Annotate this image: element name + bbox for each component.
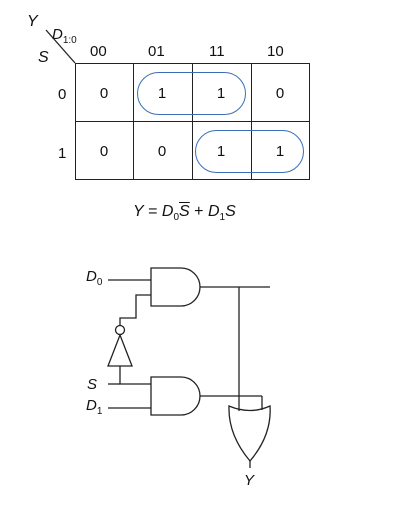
inverter [108, 335, 132, 366]
kmap-col-header: 01 [148, 44, 165, 59]
boolean-equation: Y = D0S + D1S [133, 204, 236, 223]
inverter-bubble [116, 326, 125, 335]
kmap-group-circle [195, 130, 304, 173]
and-gate-bottom [151, 377, 200, 415]
kmap-cell: 0 [133, 122, 191, 180]
kmap-cell: 0 [75, 64, 133, 122]
input-s-label: S [87, 377, 97, 392]
kmap-col-header: 10 [267, 44, 284, 59]
mux-circuit [0, 240, 401, 506]
or-gate [229, 406, 270, 461]
kmap-cell: 0 [75, 122, 133, 180]
kmap-row-header: 1 [58, 146, 66, 161]
output-y-label: Y [244, 473, 254, 488]
kmap-cell: 0 [251, 64, 309, 122]
kmap-group-circle [137, 72, 246, 115]
kmap-row-header: 0 [58, 87, 66, 102]
and-gate-top [151, 268, 200, 306]
kmap-col-header: 00 [90, 44, 107, 59]
kmap-col-header: 11 [209, 44, 225, 59]
input-d0-label: D0 [86, 269, 102, 288]
input-d1-label: D1 [86, 398, 102, 417]
